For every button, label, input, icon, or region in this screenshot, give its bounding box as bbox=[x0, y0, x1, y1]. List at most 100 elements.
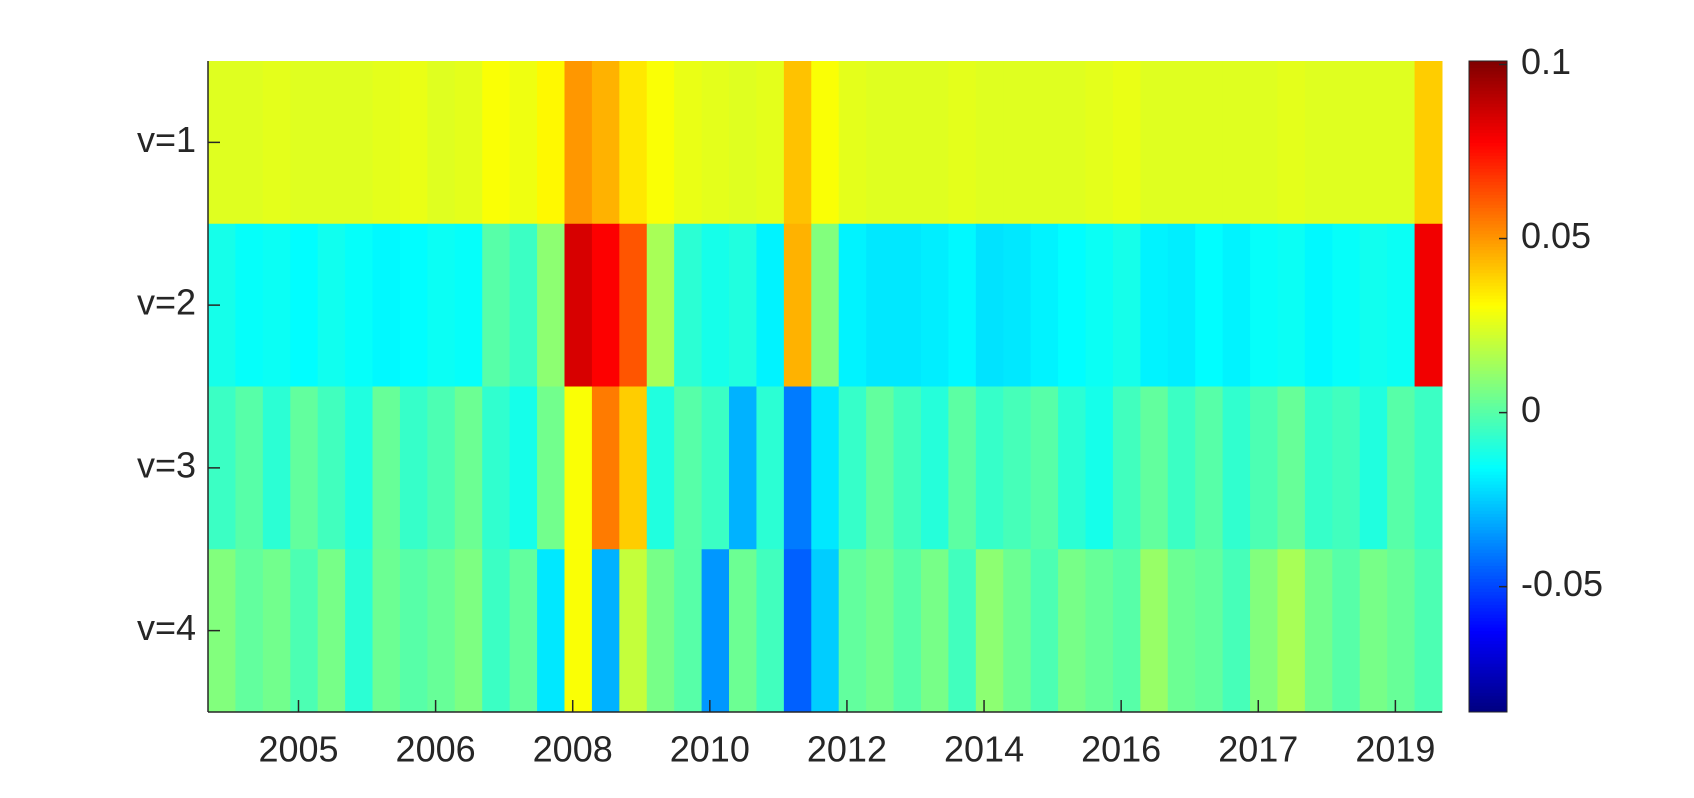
colorbar-swatch bbox=[1469, 572, 1507, 576]
heatmap-cell bbox=[427, 223, 456, 387]
colorbar-swatch bbox=[1469, 331, 1507, 335]
heatmap-cell bbox=[1112, 386, 1141, 550]
colorbar-swatch bbox=[1469, 643, 1507, 648]
colorbar-swatch bbox=[1469, 275, 1507, 280]
heatmap-cell bbox=[646, 386, 675, 550]
heatmap-cell bbox=[866, 549, 895, 713]
heatmap-cell bbox=[1222, 549, 1251, 713]
heatmap-cell bbox=[1304, 386, 1333, 550]
heatmap-cell bbox=[866, 223, 895, 387]
colorbar-swatch bbox=[1469, 116, 1507, 121]
colorbar-swatch bbox=[1469, 708, 1507, 713]
heatmap-cell bbox=[1387, 61, 1416, 225]
colorbar-swatch bbox=[1469, 685, 1507, 690]
heatmap-cell bbox=[345, 61, 374, 225]
colorbar-swatch bbox=[1469, 458, 1507, 462]
colorbar-swatch bbox=[1469, 187, 1507, 192]
colorbar-swatch bbox=[1469, 435, 1507, 440]
colorbar-swatch bbox=[1469, 262, 1507, 267]
colorbar-swatch bbox=[1469, 536, 1507, 540]
colorbar-swatch bbox=[1469, 184, 1507, 189]
colorbar-swatch bbox=[1469, 497, 1507, 501]
colorbar-swatch bbox=[1469, 500, 1507, 505]
colorbar-swatch bbox=[1469, 269, 1507, 274]
colorbar-swatch bbox=[1469, 591, 1507, 596]
heatmap-cell bbox=[1414, 549, 1443, 713]
x-tick-label: 2006 bbox=[396, 729, 476, 770]
heatmap-cell bbox=[811, 223, 840, 387]
heatmap-cell bbox=[1140, 223, 1169, 387]
colorbar-swatch bbox=[1469, 113, 1507, 117]
colorbar-swatch bbox=[1469, 122, 1507, 127]
colorbar-swatch bbox=[1469, 659, 1507, 664]
heatmap-cell bbox=[783, 386, 812, 550]
heatmap-cell bbox=[1003, 61, 1032, 225]
heatmap-cell bbox=[1112, 223, 1141, 387]
colorbar-swatch bbox=[1469, 532, 1507, 537]
heatmap-cell bbox=[591, 386, 620, 550]
heatmap-cell bbox=[345, 223, 374, 387]
heatmap-cell bbox=[1304, 549, 1333, 713]
colorbar-swatch bbox=[1469, 129, 1507, 134]
heatmap-cell bbox=[1304, 61, 1333, 225]
heatmap-cell bbox=[619, 223, 648, 387]
colorbar-swatch bbox=[1469, 461, 1507, 466]
heatmap-cell bbox=[948, 61, 977, 225]
colorbar-swatch bbox=[1469, 555, 1507, 560]
heatmap-cell bbox=[317, 223, 346, 387]
colorbar-swatch bbox=[1469, 519, 1507, 524]
colorbar-swatch bbox=[1469, 83, 1507, 88]
colorbar-swatch bbox=[1469, 432, 1507, 436]
heatmap-cell bbox=[948, 549, 977, 713]
x-tick-label: 2017 bbox=[1218, 729, 1298, 770]
heatmap-cell bbox=[975, 549, 1004, 713]
colorbar-swatch bbox=[1469, 598, 1507, 602]
heatmap-cell bbox=[1359, 549, 1388, 713]
heatmap-cell bbox=[729, 223, 757, 387]
colorbar-swatch bbox=[1469, 152, 1507, 156]
heatmap-cell bbox=[646, 549, 675, 713]
heatmap-cell bbox=[1304, 223, 1333, 387]
heatmap-cell bbox=[317, 386, 346, 550]
heatmap-cell bbox=[920, 549, 949, 713]
colorbar-swatch bbox=[1469, 204, 1507, 208]
heatmap-cell bbox=[619, 386, 648, 550]
heatmap-cell bbox=[427, 386, 456, 550]
heatmap-cell bbox=[1359, 386, 1388, 550]
colorbar-swatch bbox=[1469, 288, 1507, 293]
colorbar-swatch bbox=[1469, 419, 1507, 423]
colorbar-swatch bbox=[1469, 308, 1507, 313]
x-tick-label: 2016 bbox=[1081, 729, 1161, 770]
heatmap-cell bbox=[1195, 386, 1224, 550]
colorbar-swatch bbox=[1469, 682, 1507, 687]
heatmap-cell bbox=[482, 61, 511, 225]
heatmap-cell bbox=[1140, 386, 1169, 550]
colorbar-tick-label: -0.05 bbox=[1521, 563, 1603, 604]
colorbar-swatch bbox=[1469, 656, 1507, 661]
heatmap-cell bbox=[674, 61, 703, 225]
colorbar-swatch bbox=[1469, 633, 1507, 638]
heatmap-cell bbox=[399, 61, 428, 225]
colorbar-swatch bbox=[1469, 337, 1507, 342]
heatmap-cell bbox=[235, 61, 264, 225]
colorbar-swatch bbox=[1469, 246, 1507, 251]
heatmap-cell bbox=[427, 549, 456, 713]
colorbar-swatch bbox=[1469, 324, 1507, 329]
colorbar-swatch bbox=[1469, 363, 1507, 368]
colorbar-swatch bbox=[1469, 464, 1507, 469]
heatmap-cell bbox=[920, 386, 949, 550]
heatmap-cell bbox=[619, 61, 648, 225]
heatmap-cell bbox=[1167, 223, 1196, 387]
colorbar-swatch bbox=[1469, 562, 1507, 567]
colorbar-swatch bbox=[1469, 689, 1507, 693]
heatmap-cell bbox=[1058, 61, 1087, 225]
colorbar-swatch bbox=[1469, 292, 1507, 296]
colorbar-swatch bbox=[1469, 373, 1507, 378]
heatmap-cell bbox=[537, 549, 565, 713]
heatmap-cell bbox=[1277, 386, 1306, 550]
colorbar-swatch bbox=[1469, 415, 1507, 420]
heatmap-cell bbox=[372, 386, 401, 550]
colorbar-swatch bbox=[1469, 493, 1507, 498]
colorbar-swatch bbox=[1469, 506, 1507, 511]
colorbar-tick-label: 0.1 bbox=[1521, 41, 1571, 82]
